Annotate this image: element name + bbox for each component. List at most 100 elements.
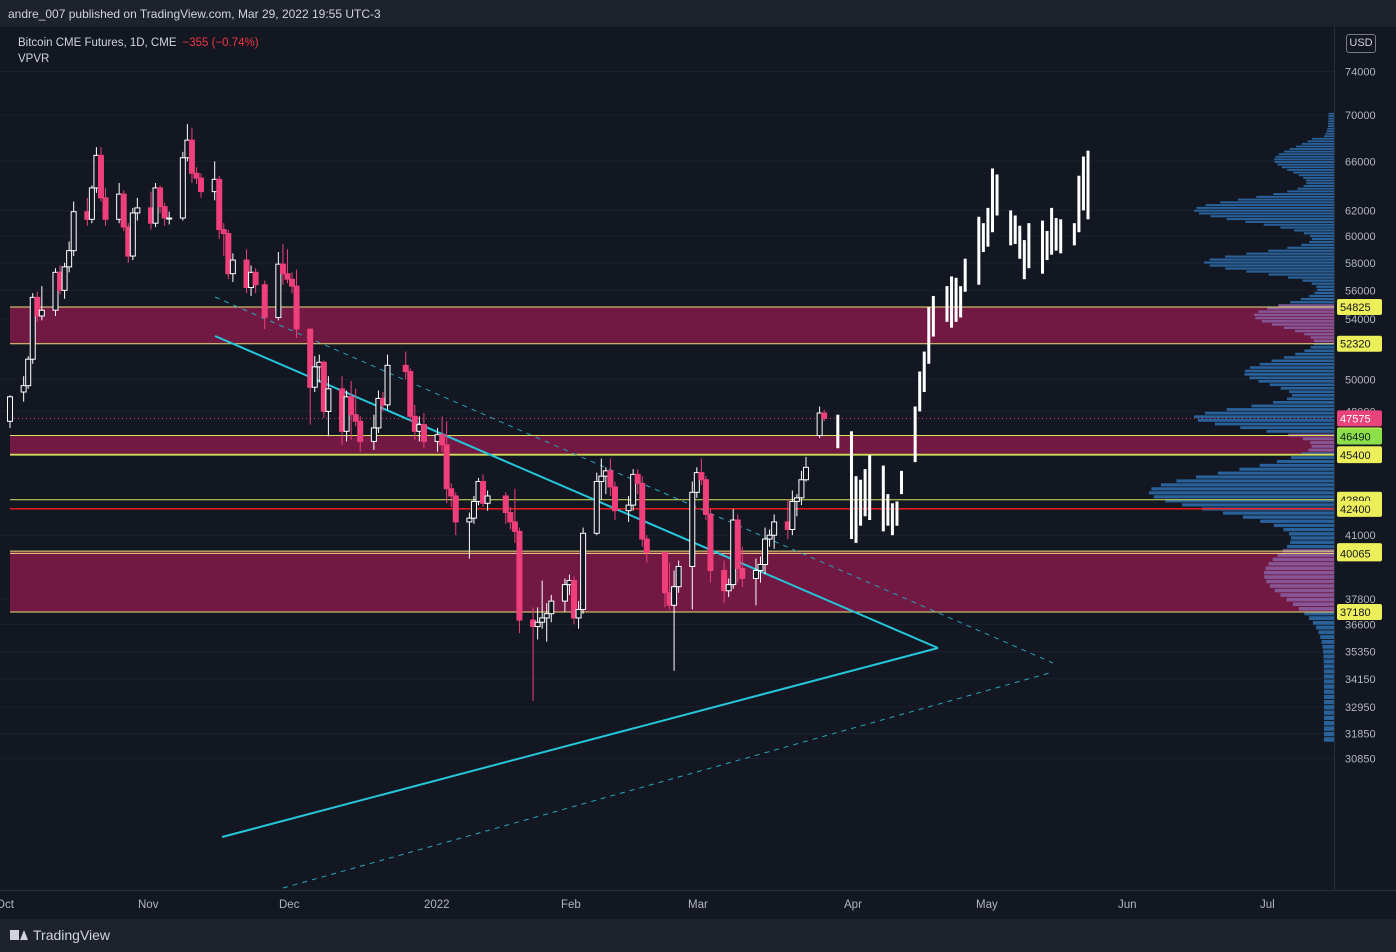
candle-body: [20, 385, 27, 393]
projection-bar: [890, 503, 894, 536]
price-tick-label: 70000: [1345, 110, 1376, 122]
volume-profile-bar: [1328, 117, 1334, 120]
volume-profile-bar: [1303, 184, 1334, 187]
volume-profile-bar: [1327, 125, 1334, 128]
volume-profile-bar: [1273, 193, 1334, 196]
volume-profile-bar: [1323, 659, 1334, 664]
volume-profile-bar: [1290, 540, 1334, 544]
price-tick-label: 54000: [1345, 314, 1376, 326]
candle-body: [611, 486, 618, 512]
volume-profile-bar: [1278, 304, 1334, 307]
price-tick-label: 66000: [1345, 156, 1376, 168]
candle-body: [34, 296, 41, 317]
volume-profile-bar: [1323, 715, 1334, 721]
volume-profile-bar: [1245, 220, 1334, 223]
candle-body: [348, 396, 355, 416]
candle-body: [325, 388, 332, 412]
volume-profile-bar: [1324, 135, 1334, 138]
currency-button[interactable]: USD: [1346, 34, 1376, 53]
volume-profile-bar: [1290, 301, 1334, 304]
price-label-badge: [1337, 545, 1382, 562]
volume-profile-bar: [1260, 519, 1334, 523]
projection-bar: [863, 469, 867, 517]
candle-body: [25, 358, 32, 387]
time-tick-label: Jul: [1260, 899, 1275, 911]
volume-profile-bar: [1151, 487, 1334, 491]
projection-bar: [950, 276, 954, 328]
volume-profile-bar: [1325, 132, 1334, 135]
price-label-text: 47575: [1340, 413, 1371, 425]
candle-body: [789, 500, 796, 530]
volume-profile-bar: [1244, 373, 1334, 376]
candle-body: [661, 552, 668, 594]
candle-body: [671, 586, 678, 606]
projection-bar: [836, 414, 840, 449]
candle-body: [61, 266, 68, 291]
candle-body: [502, 495, 509, 514]
volume-profile-bar: [1258, 379, 1334, 383]
candle-body: [689, 491, 696, 567]
candle-body: [66, 250, 73, 268]
volume-profile-bar: [1274, 161, 1334, 163]
volume-profile-bar: [1274, 588, 1334, 593]
time-tick-label: Jun: [1118, 899, 1137, 911]
volume-profile-bar: [1300, 297, 1334, 301]
candle-body: [311, 366, 318, 388]
time-tick-label: Apr: [844, 899, 862, 911]
volume-profile-bar: [1323, 699, 1334, 705]
candle-body: [575, 608, 582, 619]
volume-profile-bar: [1310, 441, 1334, 444]
candle-body: [384, 364, 391, 406]
time-tick-label: Dec: [279, 899, 300, 911]
candle-body: [275, 263, 282, 318]
zone-band: [10, 435, 1334, 455]
price-chart[interactable]: 74000 70000 66000 62000 60000 58000 56000 54000…: [0, 27, 1396, 919]
volume-profile-bar: [1277, 163, 1334, 166]
volume-profile-bar: [1304, 349, 1334, 352]
projection-bar: [922, 351, 926, 393]
candle-body: [821, 412, 828, 419]
volume-profile-bar: [1323, 674, 1334, 679]
footer-bar: TradingView: [0, 919, 1396, 952]
volume-profile-bar: [1309, 235, 1334, 238]
candle-body: [357, 420, 364, 442]
volume-profile-bar: [1255, 316, 1334, 320]
price-label-badges: 5482552320475754655046490454504540042890…: [1337, 298, 1382, 621]
upper-trendline: [214, 335, 939, 649]
volume-profile-bar: [1311, 444, 1334, 448]
price-tick-label: 34150: [1345, 674, 1376, 686]
volume-profile-bar: [1309, 294, 1334, 298]
volume-profile-bar: [1182, 503, 1334, 507]
time-tick-label: Mar: [688, 899, 708, 911]
volume-profile-bar: [1226, 218, 1334, 221]
volume-profile-bar: [1223, 511, 1334, 515]
volume-profile-bar: [1307, 140, 1334, 143]
candle-body: [571, 580, 578, 619]
candle-body: [643, 538, 650, 554]
volume-profile-bar: [1265, 566, 1334, 570]
tradingview-icon: [10, 928, 28, 942]
volume-profile-bar: [1295, 145, 1334, 148]
tradingview-logo[interactable]: TradingView: [10, 927, 110, 943]
candle-body: [52, 271, 59, 311]
volume-profile-bar: [1309, 616, 1334, 621]
volume-profile-bar: [1289, 390, 1334, 394]
projection-bar: [977, 216, 981, 285]
volume-profile-bar: [1297, 187, 1334, 190]
volume-profile-bar: [1323, 664, 1334, 669]
projection-bar: [1077, 175, 1081, 233]
time-tick-label: May: [976, 899, 998, 911]
lower-trendline: [221, 647, 939, 838]
projection-bar: [931, 295, 935, 337]
volume-profile-bar: [1160, 483, 1334, 487]
candle-body: [225, 233, 232, 275]
candle-body: [193, 172, 200, 179]
volume-profile-bar: [1277, 553, 1334, 557]
volume-profile-bar: [1263, 223, 1334, 226]
candle-body: [702, 479, 709, 515]
volume-profile-bar: [1328, 112, 1334, 115]
zone-band: [10, 306, 1334, 344]
volume-profile-bar: [1291, 536, 1334, 540]
volume-profile-bar: [1226, 408, 1334, 411]
candle-body: [229, 259, 236, 275]
